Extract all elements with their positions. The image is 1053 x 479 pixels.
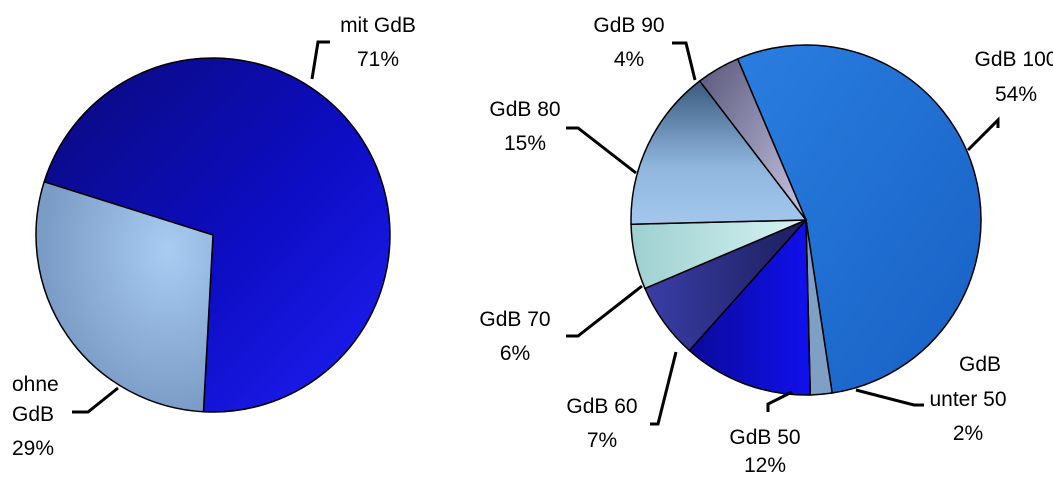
pct-gdb-50: 12% <box>744 454 786 477</box>
label-gdb-100: GdB 100 <box>975 48 1053 71</box>
label-gdb-unter-50-line2: unter 50 <box>929 388 1006 411</box>
pie-slice-gdb-100 <box>736 44 982 394</box>
pct-gdb-90: 4% <box>614 48 644 71</box>
label-ohne: ohne <box>12 373 59 396</box>
pie-left <box>35 57 391 413</box>
label-gdb-70: GdB 70 <box>479 308 550 331</box>
label-gdb-50: GdB 50 <box>729 426 800 449</box>
leader-line-ohne-gdb <box>72 386 119 414</box>
pie-slice-mit-gdb <box>43 57 391 413</box>
label-gdb-80: GdB 80 <box>489 98 560 121</box>
pie-slice-gdb-50 <box>688 218 812 396</box>
label-mit-gdb: mit GdB <box>340 14 416 37</box>
pie-right <box>630 44 982 396</box>
leader-line-gdb-90 <box>672 41 697 81</box>
leader-line-gdb-50 <box>766 390 793 412</box>
pct-gdb-100: 54% <box>995 83 1037 106</box>
leader-line-gdb-60 <box>650 351 678 426</box>
pie-slice-ohne-gdb <box>35 180 214 413</box>
pct-gdb-unter-50: 2% <box>953 422 983 445</box>
pct-gdb-60: 7% <box>587 429 617 452</box>
pie-slice-gdb-90 <box>698 57 807 221</box>
label-gdb-unter-50-line1: GdB <box>959 353 1001 376</box>
leader-line-gdb-80 <box>566 126 637 175</box>
label-gdb-ohne: GdB <box>12 403 54 426</box>
leader-line-mit-gdb <box>310 40 330 80</box>
pct-mit-gdb: 71% <box>357 48 399 71</box>
pct-gdb-70: 6% <box>500 342 530 365</box>
leader-line-gdb-70 <box>566 284 643 338</box>
leader-line-gdb-100 <box>966 116 1000 152</box>
pct-ohne-gdb: 29% <box>12 437 54 460</box>
label-gdb-90: GdB 90 <box>593 14 664 37</box>
label-gdb-60: GdB 60 <box>566 395 637 418</box>
pie-slice-gdb-80 <box>630 79 808 226</box>
pct-gdb-80: 15% <box>504 132 546 155</box>
leader-line-gdb-unter-50 <box>855 388 924 407</box>
